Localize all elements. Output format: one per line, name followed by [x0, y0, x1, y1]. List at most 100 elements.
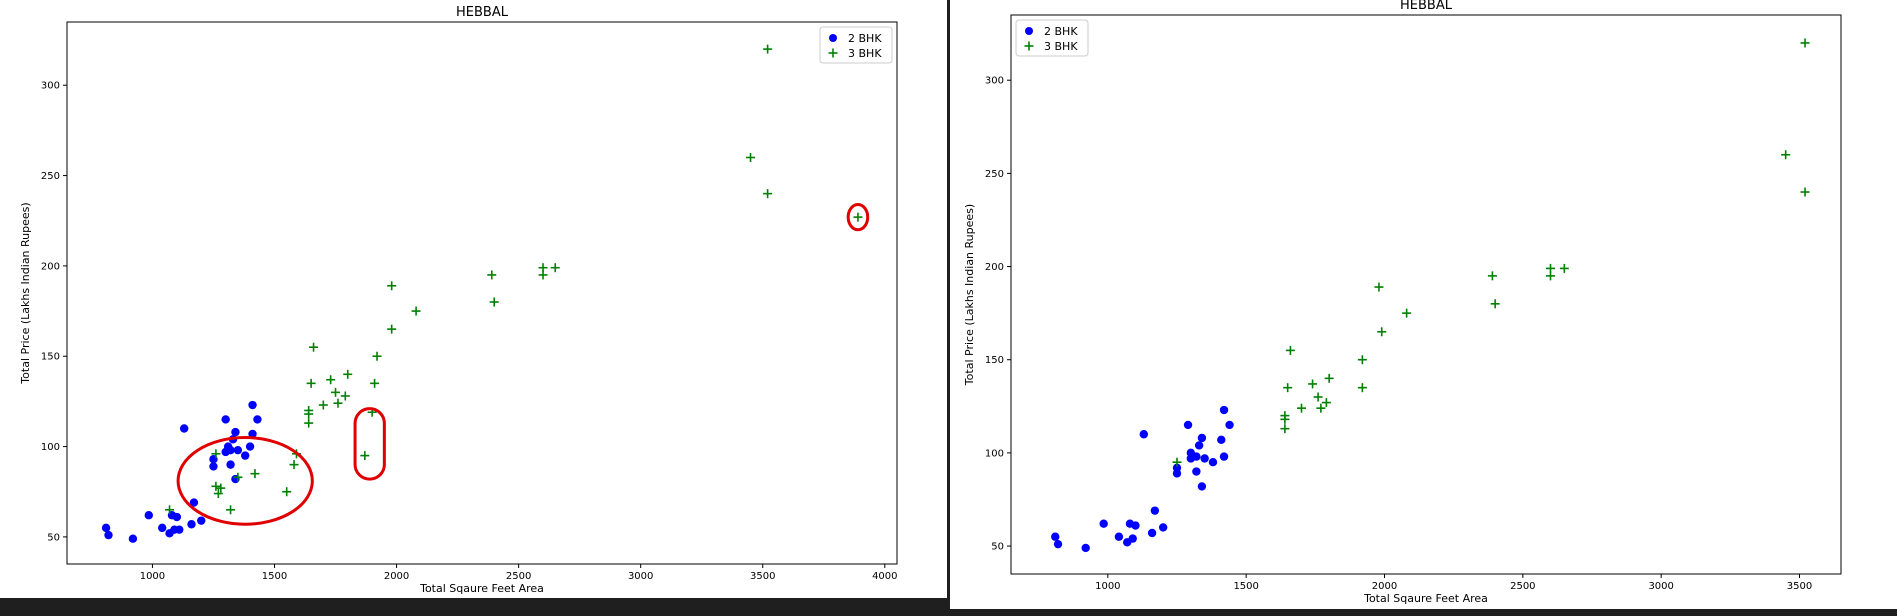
- legend: 2 BHK 3 BHK: [819, 26, 893, 64]
- point-3bhk: [1357, 383, 1367, 393]
- point-3bhk: [1781, 150, 1791, 160]
- legend-label: 2 BHK: [848, 32, 882, 45]
- point-2bhk: [144, 511, 153, 520]
- point-2bhk: [1208, 458, 1218, 467]
- point-3bhk: [289, 460, 299, 470]
- point-3bhk: [326, 375, 336, 385]
- point-3bhk: [340, 391, 350, 401]
- legend-label: 2 BHK: [1044, 25, 1078, 38]
- chart-title: HEBBAL: [1400, 0, 1453, 13]
- point-3bhk: [746, 153, 756, 162]
- y-tick-label: 50: [991, 542, 1004, 553]
- point-3bhk: [411, 306, 421, 316]
- x-tick-label: 3500: [1787, 581, 1812, 592]
- point-2bhk: [1219, 452, 1229, 461]
- chart-title: HEBBAL: [456, 5, 509, 20]
- point-2bhk: [1217, 435, 1226, 445]
- point-2bhk: [253, 415, 262, 424]
- point-2bhk: [1099, 519, 1108, 528]
- x-tick-label: 1000: [140, 571, 165, 582]
- x-tick-label: 2000: [384, 571, 409, 582]
- point-3bhk: [250, 469, 260, 479]
- point-2bhk: [1183, 420, 1193, 430]
- x-tick-label: 2000: [1372, 581, 1397, 592]
- y-axis-label: Total Price (Lakhs Indian Rupees): [963, 204, 976, 386]
- highlight-annotation: [176, 436, 314, 526]
- point-2bhk: [1225, 420, 1234, 430]
- plot-frame: [66, 21, 898, 565]
- point-3bhk: [550, 263, 560, 273]
- point-3bhk: [1172, 457, 1182, 467]
- point-3bhk: [306, 378, 316, 388]
- legend-marker-2bhk: [829, 34, 837, 42]
- point-2bhk: [1081, 543, 1090, 553]
- y-tick-label: 150: [985, 355, 1004, 366]
- point-3bhk: [1308, 379, 1318, 389]
- legend-marker-3bhk: [828, 48, 838, 58]
- point-2bhk: [1194, 441, 1204, 450]
- point-3bhk: [282, 487, 292, 497]
- point-2bhk: [1197, 482, 1207, 491]
- point-2bhk: [187, 520, 196, 529]
- y-tick-label: 150: [41, 352, 60, 363]
- point-3bhk: [763, 189, 773, 199]
- point-2bhk: [1131, 521, 1140, 530]
- point-3bhk: [1357, 355, 1367, 365]
- data-points: [1051, 38, 1810, 553]
- point-2bhk: [1114, 532, 1124, 541]
- point-2bhk: [1147, 528, 1157, 538]
- y-tick-label: 250: [985, 169, 1004, 180]
- point-3bhk: [318, 400, 328, 410]
- legend: 2 BHK 3 BHK: [1015, 19, 1089, 57]
- point-2bhk: [245, 442, 255, 451]
- point-2bhk: [248, 429, 257, 439]
- point-2bhk: [1197, 433, 1207, 443]
- point-3bhk: [309, 342, 319, 352]
- point-2bhk: [1053, 539, 1063, 549]
- legend-box: [1015, 19, 1089, 57]
- point-3bhk: [387, 281, 397, 291]
- point-2bhk: [1051, 532, 1060, 541]
- point-3bhk: [211, 449, 221, 459]
- point-2bhk: [231, 427, 240, 437]
- x-tick-label: 1500: [262, 571, 287, 582]
- x-tick-label: 2500: [1510, 581, 1535, 592]
- point-2bhk: [101, 523, 111, 533]
- point-2bhk: [1192, 467, 1201, 476]
- point-3bhk: [1313, 392, 1323, 402]
- point-3bhk: [1800, 187, 1810, 197]
- x-tick-label: 4000: [872, 571, 897, 582]
- point-3bhk: [213, 489, 223, 499]
- scatter-chart-right: HEBBAL 1000 1500 2000 2500 3000 3500 50 100 150 20…: [963, 0, 1842, 605]
- point-2bhk: [158, 523, 167, 533]
- scatter-chart-left: HEBBAL 1000 1500 2000 2500 3000 3500 4000 50 100 1…: [19, 5, 898, 595]
- point-2bhk: [248, 400, 257, 410]
- point-3bhk: [1316, 403, 1326, 413]
- point-3bhk: [1283, 383, 1293, 393]
- plot-frame: [1010, 14, 1842, 575]
- x-axis-label: Total Sqaure Feet Area: [1363, 592, 1488, 605]
- y-tick-label: 200: [985, 262, 1004, 273]
- point-3bhk: [1487, 271, 1497, 281]
- x-tick-label: 1500: [1233, 581, 1258, 592]
- y-tick-label: 250: [41, 171, 60, 182]
- point-2bhk: [189, 498, 199, 507]
- point-2bhk: [1158, 523, 1168, 532]
- point-2bhk: [128, 534, 138, 543]
- point-3bhk: [372, 351, 382, 361]
- point-2bhk: [172, 512, 182, 522]
- point-2bhk: [197, 516, 206, 525]
- point-3bhk: [216, 483, 226, 493]
- legend-label: 3 BHK: [1044, 40, 1078, 53]
- point-3bhk: [304, 409, 314, 419]
- x-tick-label: 3000: [1648, 581, 1673, 592]
- point-3bhk: [1559, 263, 1569, 273]
- point-3bhk: [233, 472, 243, 482]
- point-3bhk: [304, 418, 314, 428]
- highlight-annotation: [353, 407, 386, 481]
- point-3bhk: [165, 505, 175, 515]
- point-2bhk: [1128, 534, 1137, 543]
- point-3bhk: [1490, 299, 1500, 309]
- point-3bhk: [1377, 327, 1387, 337]
- point-2bhk: [1192, 452, 1201, 461]
